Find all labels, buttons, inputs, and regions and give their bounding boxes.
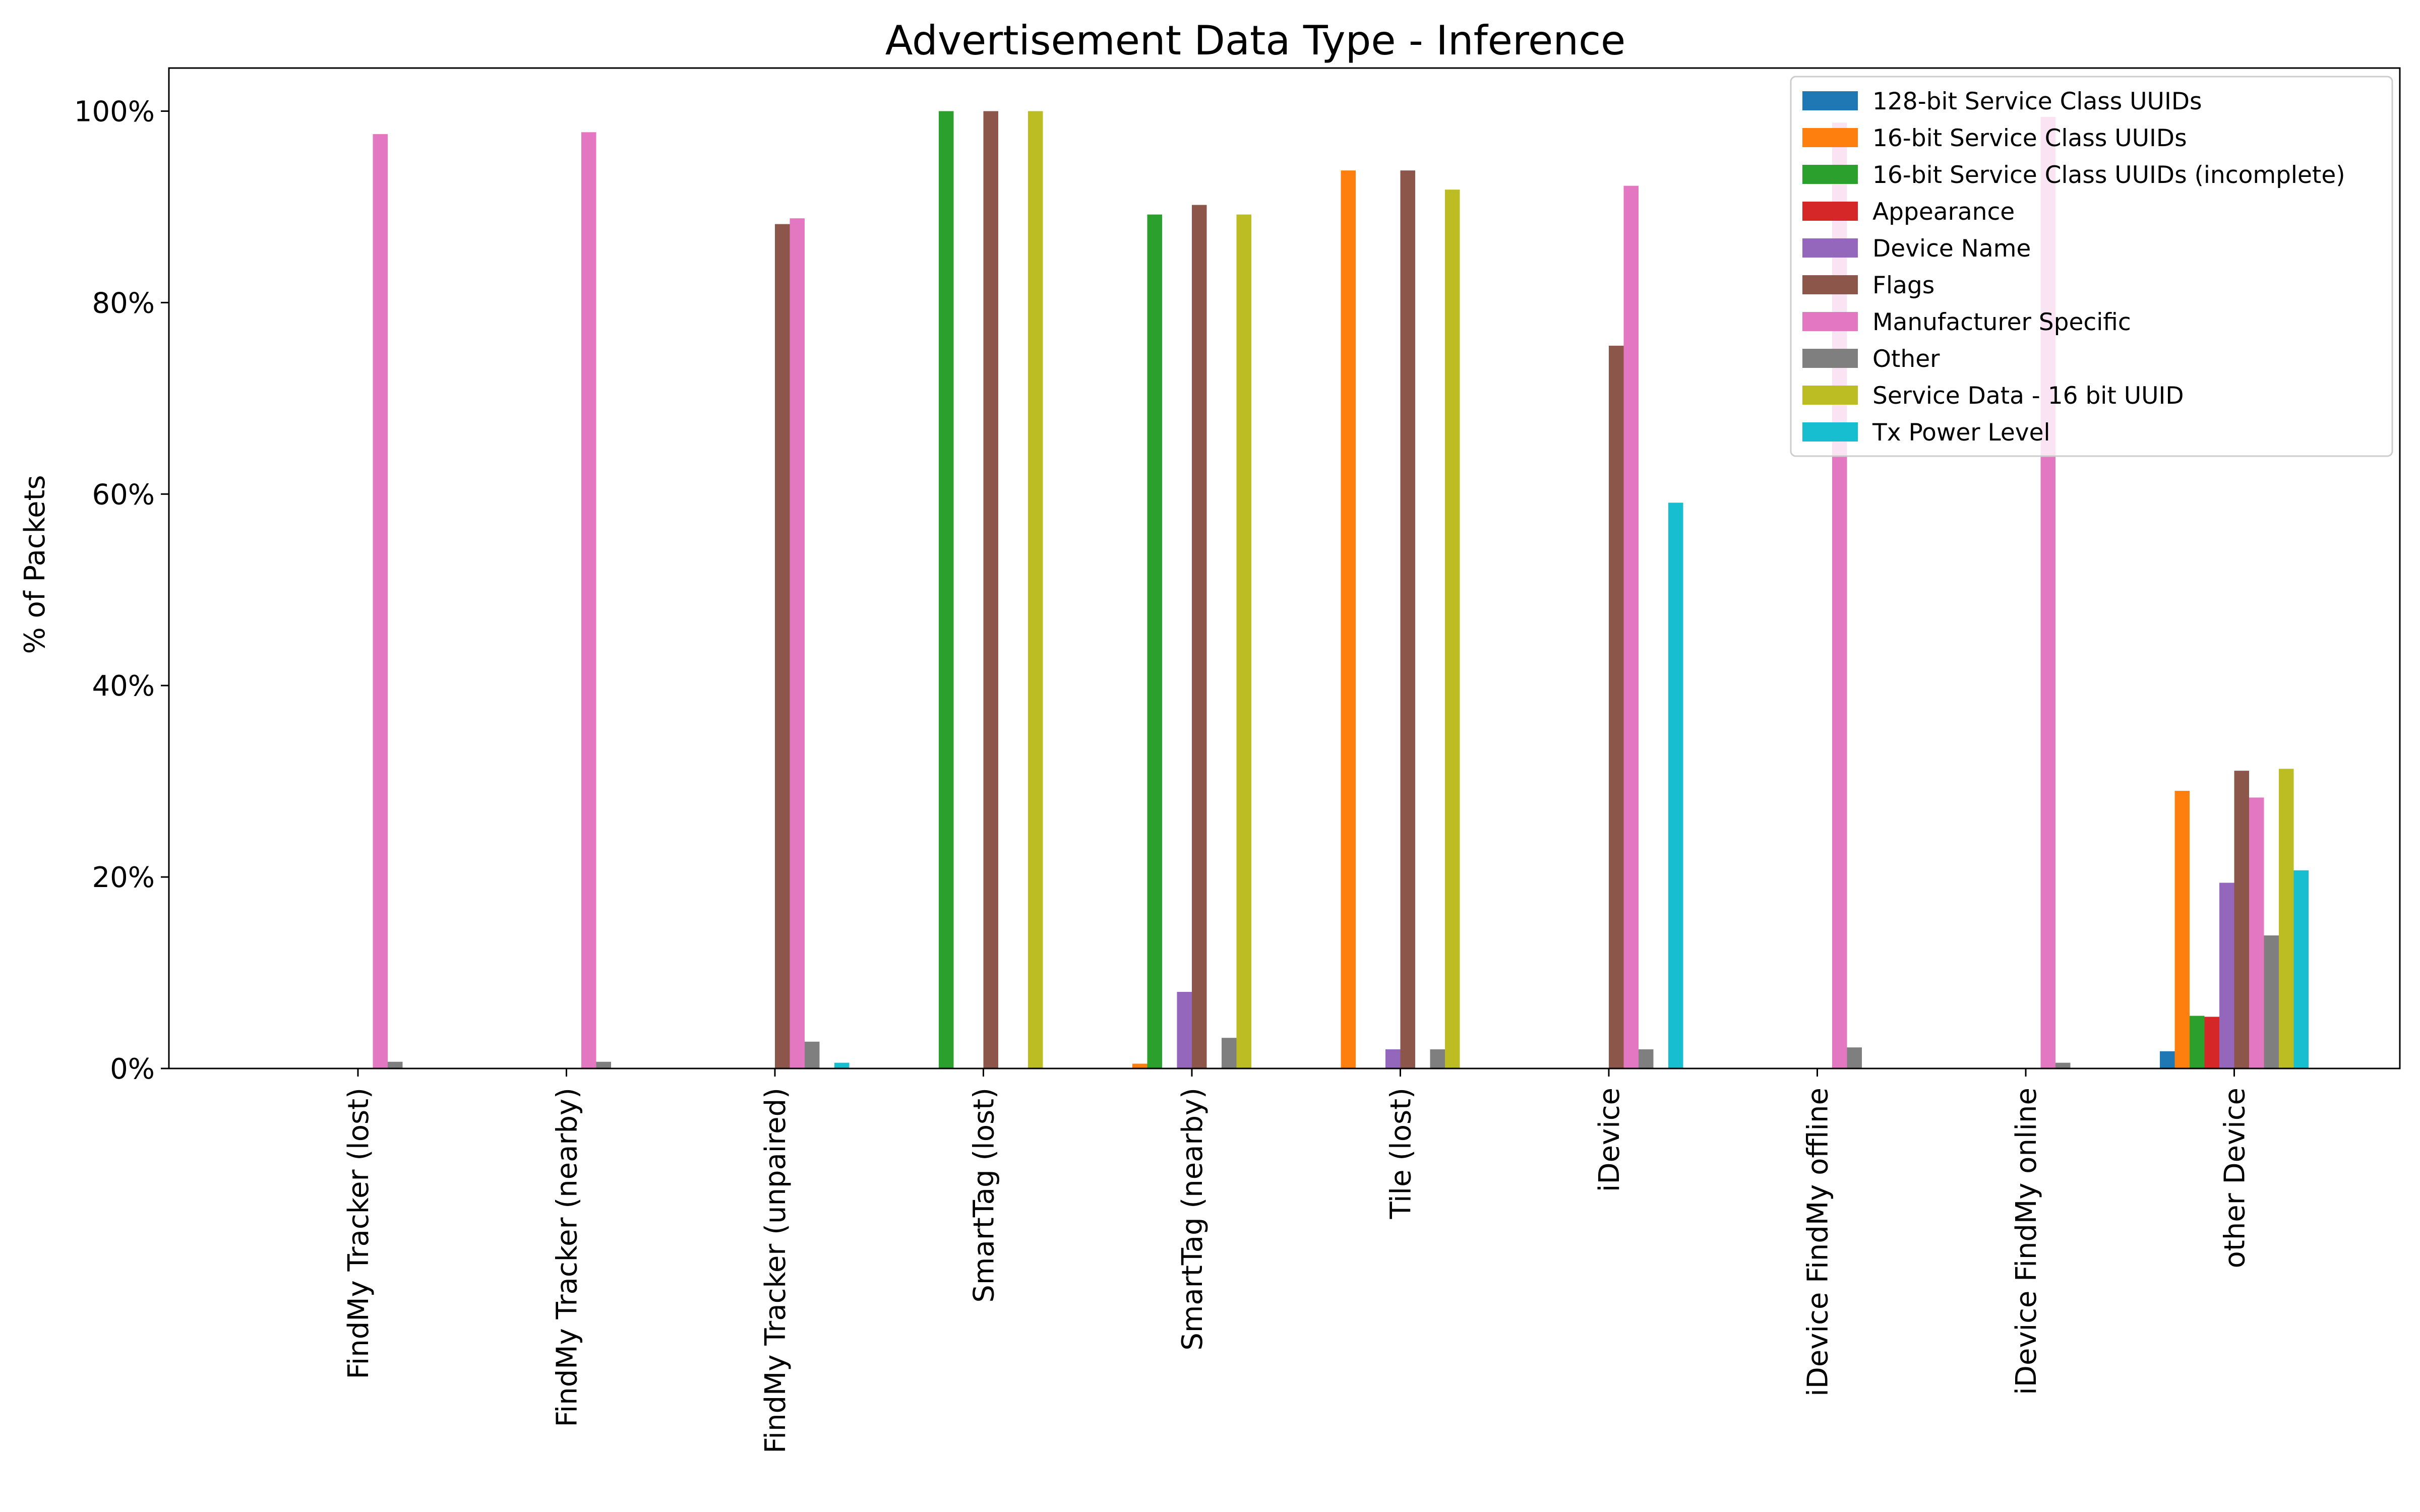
x-tick-label: iDevice FindMy offline xyxy=(1802,1088,1835,1397)
legend-swatch xyxy=(1802,202,1858,221)
bar xyxy=(1028,111,1043,1068)
bar xyxy=(2264,935,2279,1068)
y-axis: 0% 20% 40% 60% 80% 100% xyxy=(74,95,169,1086)
legend-entry: Other xyxy=(1872,345,1940,373)
legend-swatch xyxy=(1802,386,1858,405)
bar xyxy=(1222,1038,1237,1068)
y-tick-label: 0% xyxy=(110,1053,155,1086)
x-tick-label: iDevice xyxy=(1593,1088,1626,1192)
bar xyxy=(775,224,790,1069)
y-tick-label: 40% xyxy=(92,670,155,703)
legend-swatch xyxy=(1802,275,1858,294)
bar xyxy=(1236,214,1251,1069)
legend-swatch xyxy=(1802,312,1858,331)
chart-title: Advertisement Data Type - Inference xyxy=(885,17,1626,64)
bar xyxy=(2174,791,2190,1068)
legend-entry: Flags xyxy=(1872,272,1934,299)
y-tick-label: 60% xyxy=(92,478,155,511)
x-axis: FindMy Tracker (lost) FindMy Tracker (nea… xyxy=(342,1068,2252,1454)
bar xyxy=(1847,1047,1862,1068)
bar xyxy=(939,111,954,1068)
bar xyxy=(1147,214,1162,1069)
legend-entry: Service Data - 16 bit UUID xyxy=(1872,382,2184,410)
bar xyxy=(2190,1016,2205,1068)
bar xyxy=(2279,769,2294,1068)
bar xyxy=(2204,1017,2219,1068)
legend-entry: Appearance xyxy=(1872,198,2015,226)
bar xyxy=(2160,1051,2175,1068)
legend-swatch xyxy=(1802,238,1858,258)
bar xyxy=(388,1061,403,1068)
bar xyxy=(834,1062,850,1068)
legend-swatch xyxy=(1802,422,1858,442)
legend-swatch xyxy=(1802,165,1858,184)
bar xyxy=(790,218,805,1069)
bar xyxy=(2234,771,2249,1068)
bar xyxy=(1609,345,1624,1068)
bar xyxy=(2055,1062,2071,1068)
bar xyxy=(1341,170,1356,1069)
bar xyxy=(1430,1049,1445,1068)
legend-swatch xyxy=(1802,91,1858,110)
legend-box xyxy=(1790,76,2393,457)
x-tick-label: FindMy Tracker (lost) xyxy=(342,1088,375,1379)
y-tick-label: 100% xyxy=(74,95,155,128)
bar xyxy=(373,134,388,1069)
legend-entry: Manufacturer Specific xyxy=(1872,308,2131,336)
x-tick-label: other Device xyxy=(2219,1088,2252,1269)
plot-frame xyxy=(168,67,2401,1069)
bar xyxy=(805,1041,820,1068)
y-tick-label: 20% xyxy=(92,861,155,894)
bar xyxy=(1192,205,1207,1069)
bar xyxy=(1623,185,1639,1069)
x-tick-label: iDevice FindMy online xyxy=(2010,1088,2043,1395)
legend-entry: Tx Power Level xyxy=(1872,419,2050,447)
legend-swatch xyxy=(1802,128,1858,147)
bar xyxy=(1445,190,1460,1069)
x-tick-label: SmartTag (lost) xyxy=(968,1088,1001,1303)
bars-layer xyxy=(373,111,2309,1069)
bar xyxy=(1177,992,1192,1068)
legend-entry: 16-bit Service Class UUIDs xyxy=(1872,124,2187,152)
bar xyxy=(1668,502,1683,1068)
bar xyxy=(581,132,596,1068)
bar xyxy=(2293,870,2309,1068)
x-tick-label: FindMy Tracker (nearby) xyxy=(551,1088,584,1427)
legend-entry: 16-bit Service Class UUIDs (incomplete) xyxy=(1872,161,2345,189)
bar xyxy=(1400,170,1415,1069)
y-axis-label: % of Packets xyxy=(19,475,51,654)
bar xyxy=(596,1061,611,1068)
x-tick-label: Tile (lost) xyxy=(1385,1088,1418,1220)
bar xyxy=(983,111,998,1068)
legend: 128-bit Service Class UUIDs 16-bit Servic… xyxy=(1790,76,2393,457)
bar xyxy=(1385,1049,1401,1068)
legend-swatch xyxy=(1802,349,1858,368)
bar xyxy=(2249,797,2264,1068)
legend-entry: Device Name xyxy=(1872,235,2031,263)
bar xyxy=(1639,1049,1654,1068)
bar xyxy=(2219,883,2234,1068)
x-tick-label: FindMy Tracker (unpaired) xyxy=(759,1088,792,1454)
legend-entry: 128-bit Service Class UUIDs xyxy=(1872,88,2202,115)
y-tick-label: 80% xyxy=(92,287,155,320)
bar xyxy=(1132,1063,1147,1068)
x-tick-label: SmartTag (nearby) xyxy=(1176,1088,1209,1351)
